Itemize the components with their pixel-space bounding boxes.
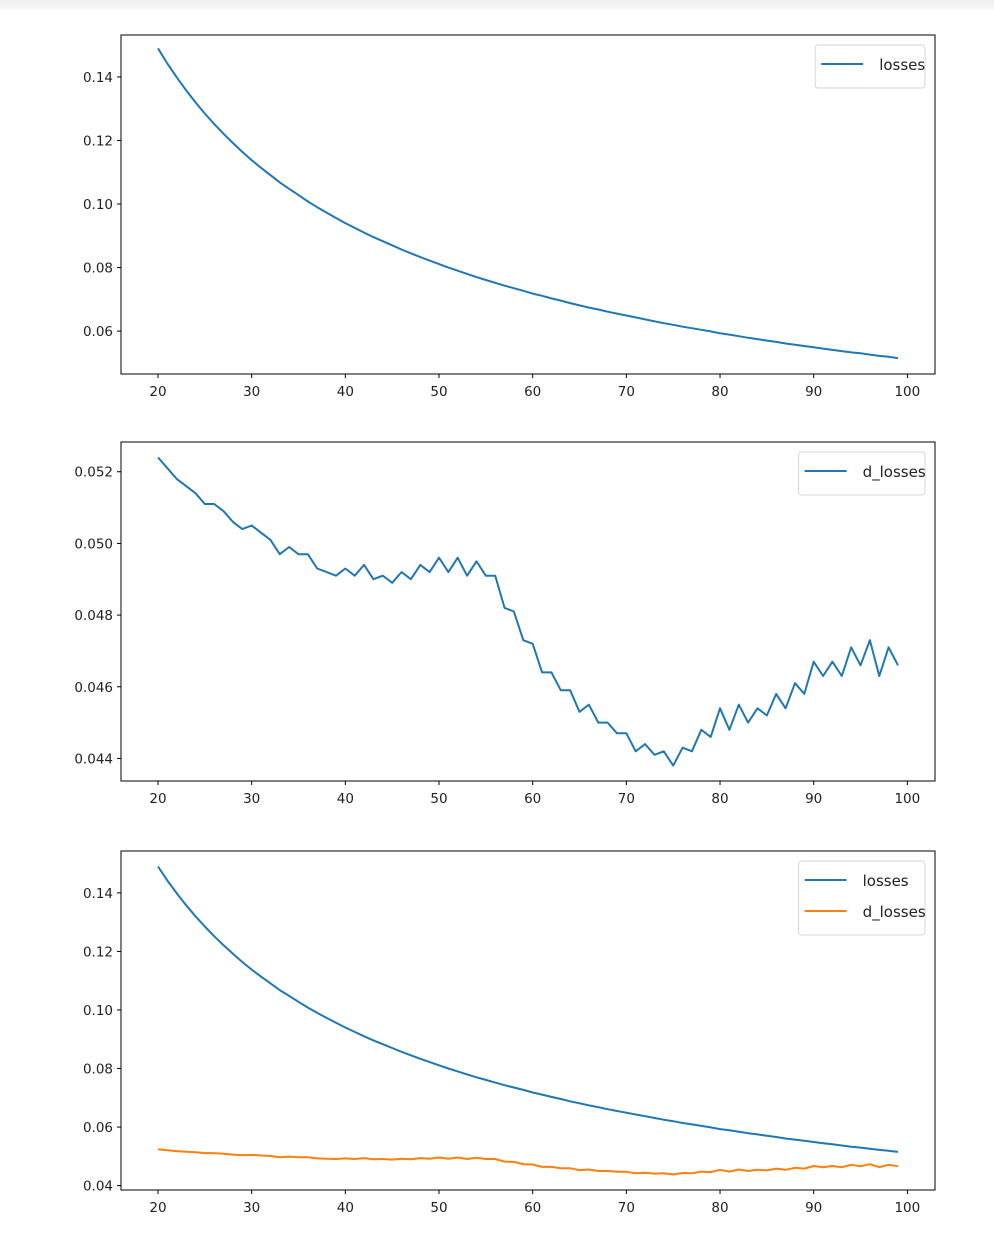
y-tick-label: 0.06 — [83, 1120, 113, 1136]
y-tick-label: 0.044 — [74, 751, 113, 767]
x-tick-label: 60 — [524, 791, 541, 807]
y-tick-label: 0.12 — [83, 944, 113, 960]
x-tick-label: 60 — [524, 1200, 541, 1216]
legend-box — [814, 44, 926, 89]
x-tick-label: 30 — [243, 384, 260, 400]
x-tick-label: 70 — [618, 1200, 635, 1216]
x-tick-label: 70 — [618, 791, 635, 807]
legend: d_losses — [798, 451, 926, 496]
x-tick-label: 60 — [524, 384, 541, 400]
subplot-3: 20 30 40 50 60 70 80 90 100 0.04 0.06 0.08 0.10 0.12 0… — [83, 850, 936, 1216]
series-line-d-losses — [157, 456, 899, 767]
subplot-2: 20 30 40 50 60 70 80 90 100 0.044 0.046 0.048 0.050 0… — [74, 441, 936, 807]
y-tick-label: 0.04 — [83, 1179, 113, 1195]
x-tick-label: 40 — [337, 1200, 354, 1216]
legend: losses — [814, 44, 926, 89]
window-top-edge — [0, 0, 994, 10]
y-tick-label: 0.14 — [83, 70, 113, 86]
x-tick-label: 50 — [430, 791, 447, 807]
x-tick-label: 80 — [711, 1200, 728, 1216]
x-tick-label: 30 — [243, 1200, 260, 1216]
x-tick-label: 40 — [337, 791, 354, 807]
x-tick-label: 50 — [430, 1200, 447, 1216]
x-tick-label: 70 — [618, 384, 635, 400]
legend-label: d_losses — [863, 903, 926, 922]
x-tick-label: 90 — [805, 791, 822, 807]
legend-label: losses — [863, 872, 909, 890]
y-tick-label: 0.08 — [83, 261, 113, 277]
x-tick-label: 100 — [894, 1200, 920, 1216]
legend-label: d_losses — [863, 463, 926, 482]
x-tick-label: 20 — [149, 1200, 166, 1216]
plot-frame — [120, 441, 936, 782]
plot-frame — [120, 34, 936, 375]
y-tick-label: 0.12 — [83, 133, 113, 149]
y-tick-label: 0.048 — [74, 608, 113, 624]
x-tick-label: 20 — [149, 791, 166, 807]
subplot-1: 20 30 40 50 60 70 80 90 100 0.06 0.08 0.10 0.12 0.14 l… — [83, 34, 936, 400]
x-tick-label: 40 — [337, 384, 354, 400]
y-tick-label: 0.046 — [74, 680, 113, 696]
legend: losses d_losses — [798, 860, 926, 936]
y-tick-label: 0.14 — [83, 886, 113, 902]
x-tick-label: 50 — [430, 384, 447, 400]
x-tick-label: 100 — [894, 384, 920, 400]
legend-box — [798, 451, 926, 496]
x-tick-label: 80 — [711, 384, 728, 400]
y-tick-label: 0.052 — [74, 465, 113, 481]
x-tick-label: 20 — [149, 384, 166, 400]
x-tick-label: 90 — [805, 384, 822, 400]
x-tick-label: 30 — [243, 791, 260, 807]
y-tick-label: 0.050 — [74, 536, 113, 552]
x-tick-label: 100 — [894, 791, 920, 807]
series-line-losses — [157, 865, 899, 1153]
legend-label: losses — [879, 56, 925, 74]
y-tick-label: 0.08 — [83, 1062, 113, 1078]
y-tick-label: 0.10 — [83, 197, 113, 213]
y-tick-label: 0.10 — [83, 1003, 113, 1019]
x-tick-label: 80 — [711, 791, 728, 807]
series-line-d-losses — [157, 1148, 899, 1176]
series-line-losses — [157, 47, 899, 360]
x-tick-label: 90 — [805, 1200, 822, 1216]
y-tick-label: 0.06 — [83, 324, 113, 340]
plot-frame — [120, 850, 936, 1191]
